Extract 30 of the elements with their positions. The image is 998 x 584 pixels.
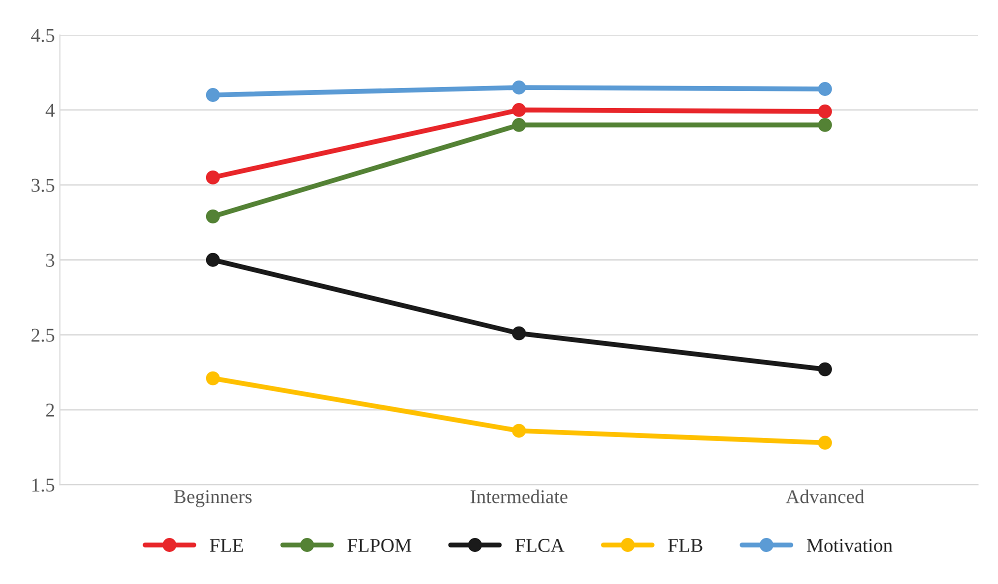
x-tick-label: Beginners xyxy=(174,490,252,508)
point xyxy=(206,209,220,224)
y-tick-label: 4.5 xyxy=(31,28,54,42)
legend-label: FLE xyxy=(210,539,243,552)
legend-label: FLB xyxy=(668,539,702,552)
point xyxy=(818,362,832,376)
point xyxy=(206,170,220,184)
point xyxy=(512,424,526,438)
legend-label: FLCA xyxy=(515,538,564,552)
y-tick-label: 1.5 xyxy=(32,478,54,492)
y-tick-label: 2.5 xyxy=(32,328,54,342)
x-tick-label: Advanced xyxy=(786,490,864,504)
y-tick-label: 4 xyxy=(46,104,55,117)
point xyxy=(206,252,220,267)
point xyxy=(818,82,832,96)
point xyxy=(512,326,526,340)
point xyxy=(206,88,220,102)
point xyxy=(512,80,526,94)
y-tick-label: 3.5 xyxy=(32,178,54,192)
point xyxy=(818,118,832,132)
point xyxy=(818,436,832,450)
x-tick-label: Intermediate xyxy=(470,490,568,504)
y-tick-label: 2 xyxy=(46,404,54,417)
legend-label: Motivation xyxy=(806,538,892,552)
point xyxy=(512,118,526,132)
y-tick-label: 3 xyxy=(46,254,54,267)
legend-label: FLPOM xyxy=(348,538,412,552)
point xyxy=(818,104,832,118)
point xyxy=(206,371,220,386)
point xyxy=(512,103,526,117)
